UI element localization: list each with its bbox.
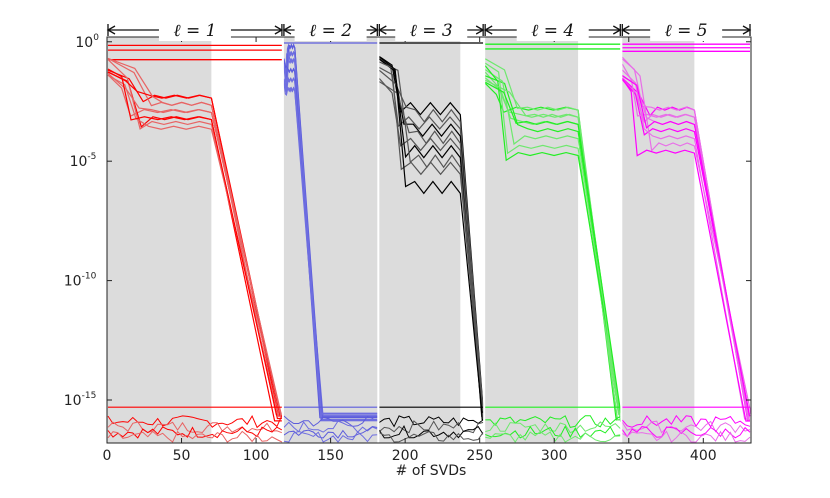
segment-bracket-4: ℓ = 4	[483, 17, 622, 41]
series-line-1-7	[107, 71, 282, 416]
bracket-label-bg-2	[294, 17, 367, 41]
segment-bracket-1: ℓ = 1	[106, 17, 284, 41]
x-tick-label-4: 200	[392, 448, 419, 464]
bracket-right-arrow-5	[742, 25, 752, 35]
series-noise-5-3	[621, 426, 751, 439]
series-noise-2-2	[283, 420, 378, 433]
series-layer	[107, 42, 752, 443]
series-noise-1-3	[107, 426, 283, 439]
x-tick-label-1: 50	[173, 448, 191, 464]
shade-region-5	[621, 37, 695, 443]
x-tick-label-6: 300	[541, 448, 568, 464]
x-tick-label-3: 150	[317, 448, 344, 464]
shade-region-3	[378, 37, 461, 443]
series-noise-3-1	[379, 415, 484, 428]
segment-bracket-2: ℓ = 2	[282, 17, 379, 41]
series-noise-2-4	[283, 430, 378, 443]
segment-dividers	[281, 37, 623, 443]
segment-label-1: ℓ = 1	[173, 21, 216, 41]
bracket-left-arrow-1	[106, 25, 116, 35]
series-group-5	[621, 43, 752, 443]
x-tick-label-7: 350	[615, 448, 642, 464]
series-noise-3-3	[378, 424, 484, 439]
series-line-1-8	[107, 57, 282, 417]
bracket-right-arrow-3	[475, 25, 485, 35]
series-line-5-10	[621, 75, 750, 417]
y-tick-label-3: 10	[64, 393, 82, 409]
series-noise-5-2	[621, 420, 751, 434]
y-tick-exponent-2: -10	[82, 272, 97, 282]
segment-label-5: ℓ = 5	[665, 21, 708, 41]
segment-bracket-5: ℓ = 5	[620, 17, 752, 41]
segment-bracket-3: ℓ = 3	[378, 17, 485, 41]
series-line-2-7	[283, 43, 378, 418]
x-tick-label-8: 400	[690, 448, 717, 464]
series-group-1	[107, 44, 283, 443]
series-line-4-10	[484, 81, 622, 414]
shaded-regions	[107, 37, 695, 443]
series-line-5-6	[621, 56, 752, 414]
bracket-label-bg-1	[158, 17, 231, 41]
series-line-5-8	[621, 58, 750, 418]
x-tick-label-5: 250	[466, 448, 493, 464]
segment-label-2: ℓ = 2	[309, 21, 352, 41]
x-tick-label-2: 100	[243, 448, 270, 464]
series-noise-1-1	[107, 415, 283, 429]
bracket-left-arrow-4	[483, 25, 493, 35]
series-line-2-9	[283, 52, 378, 421]
bracket-label-bg-5	[650, 17, 723, 41]
series-line-3-9	[379, 66, 484, 419]
series-noise-2-3	[283, 425, 378, 439]
series-group-4	[484, 43, 622, 443]
bracket-label-bg-3	[395, 17, 468, 41]
series-noise-1-4	[107, 430, 283, 443]
y-tick-label-1: 10	[70, 154, 88, 170]
y-tick-exponent-0: 0	[93, 33, 99, 43]
segment-label-3: ℓ = 3	[410, 21, 453, 41]
bracket-right-arrow-4	[612, 25, 622, 35]
series-group-3	[378, 42, 485, 443]
series-group-2	[283, 42, 378, 443]
series-line-3-10	[378, 56, 484, 413]
y-tick-exponent-3: -15	[82, 391, 97, 401]
series-noise-5-1	[621, 414, 751, 428]
series-noise-5-4	[622, 430, 751, 443]
y-tick-exponent-1: -5	[87, 152, 96, 162]
x-axis-title: # of SVDs	[396, 463, 467, 479]
series-line-1-10	[107, 68, 282, 420]
bracket-left-arrow-2	[282, 25, 292, 35]
bracket-label-bg-4	[516, 17, 589, 41]
series-line-5-5	[621, 69, 750, 420]
series-line-3-8	[379, 61, 485, 420]
series-noise-3-2	[378, 420, 484, 434]
series-line-1-9	[107, 72, 282, 414]
series-line-4-4	[484, 75, 622, 422]
series-line-1-4	[107, 71, 282, 422]
series-line-5-7	[621, 78, 750, 422]
bracket-right-arrow-2	[369, 25, 379, 35]
series-line-5-4	[621, 79, 751, 417]
bracket-left-arrow-3	[378, 25, 387, 35]
y-tick-label-0: 10	[75, 35, 93, 51]
series-noise-4-4	[485, 431, 621, 443]
series-line-4-5	[484, 69, 621, 416]
x-tick-label-0: 0	[103, 448, 112, 464]
series-line-4-7	[484, 65, 622, 414]
series-line-2-12	[283, 78, 378, 414]
segment-label-4: ℓ = 4	[531, 21, 574, 41]
bracket-left-arrow-5	[620, 25, 630, 35]
bracket-right-arrow-1	[274, 25, 284, 35]
series-noise-3-4	[379, 431, 484, 443]
series-noise-2-1	[283, 415, 378, 427]
y-tick-label-2: 10	[64, 274, 82, 290]
segment-brackets: ℓ = 1 ℓ = 2 ℓ = 3 ℓ = 4 ℓ = 5	[106, 17, 752, 41]
